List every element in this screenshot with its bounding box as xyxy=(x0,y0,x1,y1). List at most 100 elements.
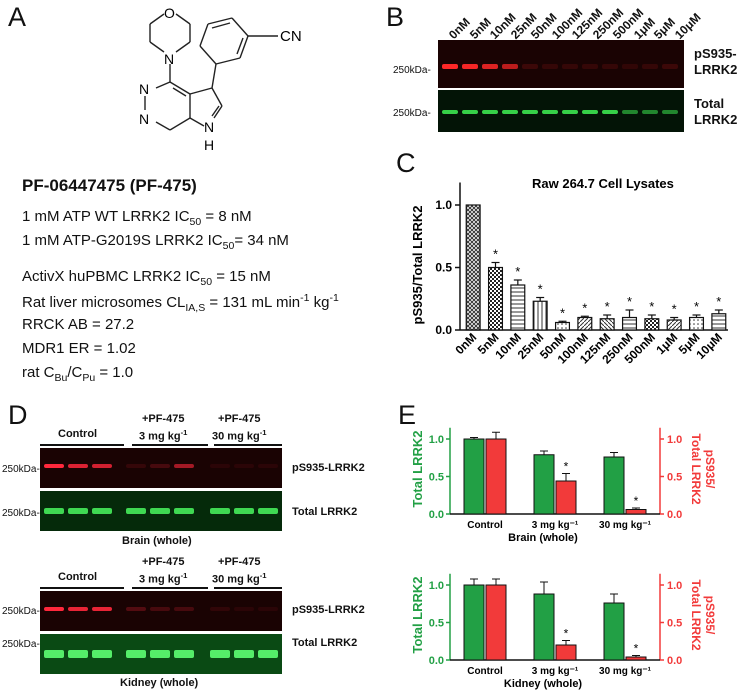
chart-e-xtick-label: 30 mg kg⁻¹ xyxy=(599,520,652,531)
band-b-green-2 xyxy=(482,110,498,114)
d-kidney-group2: +PF-475 3 mg kg-1 xyxy=(139,556,188,586)
band-d-brain-red-7 xyxy=(234,464,254,468)
chart-e-ytick-label-right: 0.0 xyxy=(667,509,682,521)
chart-e-bar xyxy=(463,438,485,515)
chart-c-sig: * xyxy=(515,264,520,279)
band-d-kidney-red-7 xyxy=(234,607,254,611)
d-brain-band2: Total LRRK2 xyxy=(292,506,358,518)
d-brain-line3 xyxy=(214,444,282,446)
chart-e-bar xyxy=(625,509,647,515)
atom-h: H xyxy=(204,137,214,153)
d-brain-group2: +PF-475 3 mg kg-1 xyxy=(139,413,188,443)
band-d-kidney-red-8 xyxy=(258,607,278,611)
d-kidney-line3 xyxy=(214,587,282,589)
chart-c-ytick-label: 0.5 xyxy=(435,261,452,275)
chart-c-bar xyxy=(599,318,615,331)
band-b-green-1 xyxy=(462,110,478,114)
lane-label-b-11: 10μM xyxy=(671,10,704,42)
d-kidney-marker2: 250kDa- xyxy=(2,639,40,650)
rrck: RRCK AB = 27.2 xyxy=(22,316,135,333)
chemical-structure: O N N N N H CN xyxy=(139,5,302,153)
band-d-brain-red-5 xyxy=(174,464,194,468)
d-brain-group1: Control xyxy=(58,428,98,440)
compound-name: PF-06447475 (PF-475) xyxy=(22,176,197,195)
chart-c-ylabel: pS935/Total LRRK2 xyxy=(410,206,425,325)
band-b-red-9 xyxy=(622,64,638,69)
d-kidney-band1: pS935-LRRK2 xyxy=(292,604,365,616)
band-b-red-5 xyxy=(542,64,558,69)
band-b-green-7 xyxy=(582,110,598,114)
d-kidney-group1: Control xyxy=(58,571,98,583)
chart-c-bar xyxy=(666,319,682,331)
chart-e-bar xyxy=(625,656,647,661)
chart-c-bar xyxy=(688,316,705,331)
chart-e-ylabel: Total LRRK2 xyxy=(410,430,425,507)
band-d-brain-green-1 xyxy=(68,508,88,514)
atom-n4: N xyxy=(204,119,214,135)
atom-o: O xyxy=(164,5,175,21)
band-d-brain-red-4 xyxy=(150,464,170,468)
band-d-brain-red-2 xyxy=(92,464,112,468)
ic50-wt: 1 mM ATP WT LRRK2 IC50 = 8 nM xyxy=(22,208,252,228)
d-kidney-line2 xyxy=(132,587,208,589)
d-kidney-line1 xyxy=(40,587,124,589)
band-b-red-4 xyxy=(522,64,538,69)
chart-e-bar xyxy=(533,454,555,515)
chart-e-xtick-label: Control xyxy=(467,666,503,677)
chart-e-y2label-2: Total LRRK2 xyxy=(689,433,703,504)
band-b-red-8 xyxy=(602,64,618,69)
clearance: Rat liver microsomes CLIA,S = 131 mL min… xyxy=(22,292,339,314)
chart-e-ytick-label-left: 0.0 xyxy=(429,509,444,521)
chart-e-xtick-label: 3 mg kg⁻¹ xyxy=(532,666,579,677)
d-kidney-band2: Total LRRK2 xyxy=(292,637,358,649)
chart-e-bar xyxy=(485,584,507,661)
chart-e-xtick-label: 30 mg kg⁻¹ xyxy=(599,666,652,677)
chart-e-y2label-2: Total LRRK2 xyxy=(689,579,703,650)
chart-c-sig: * xyxy=(560,305,565,320)
band-b-green-6 xyxy=(562,110,578,114)
chart-e-xlabel: Brain (whole) xyxy=(508,532,578,544)
nitrile-label: CN xyxy=(280,28,302,45)
chart-c-ytick-label: 0.0 xyxy=(435,323,452,337)
chart-c: Raw 264.7 Cell Lysates pS935/Total LRRK2 0… xyxy=(410,176,728,367)
panel-label-d: D xyxy=(8,400,28,430)
band-d-brain-red-3 xyxy=(126,464,146,468)
chart-e-ytick-label-right: 1.0 xyxy=(667,580,682,592)
chart-c-xtick-label: 1μM xyxy=(653,330,680,357)
chart-c-sig: * xyxy=(538,282,543,297)
chart-c-title: Raw 264.7 Cell Lysates xyxy=(532,176,674,191)
chart-c-sig: * xyxy=(672,302,677,317)
band-d-kidney-red-2 xyxy=(92,607,112,611)
d-brain-marker1: 250kDa- xyxy=(2,464,40,475)
band-b-green-0 xyxy=(442,110,458,114)
band-b-green-11 xyxy=(662,110,678,114)
d-brain-line2 xyxy=(132,444,208,446)
d-brain-marker2: 250kDa- xyxy=(2,508,40,519)
band-d-kidney-green-5 xyxy=(174,650,194,658)
chart-c-bar xyxy=(644,318,660,331)
chart-c-sig: * xyxy=(605,299,610,314)
blot-d-brain-ps935 xyxy=(40,448,282,488)
chart-e-ytick-label-left: 1.0 xyxy=(429,580,444,592)
chart-e-sig: * xyxy=(634,494,639,508)
chart-c-bar xyxy=(487,266,504,331)
chart-e-bar xyxy=(485,438,507,515)
chart-e-bar xyxy=(555,480,577,515)
band-b-green-3 xyxy=(502,110,518,114)
band-d-brain-green-4 xyxy=(150,508,170,514)
d-kidney-tissue: Kidney (whole) xyxy=(120,677,199,689)
chart-c-sig: * xyxy=(627,294,632,309)
chart-c-bar xyxy=(532,300,548,331)
band-d-brain-red-8 xyxy=(258,464,278,468)
d-brain-line1 xyxy=(40,444,124,446)
atom-n2: N xyxy=(139,81,149,97)
band-d-brain-green-2 xyxy=(92,508,112,514)
band-b-red-1 xyxy=(462,64,478,69)
band-d-kidney-green-1 xyxy=(68,650,88,658)
band-d-kidney-green-6 xyxy=(210,650,230,658)
chart-e-ylabel: Total LRRK2 xyxy=(410,576,425,653)
chart-e-xlabel: Kidney (whole) xyxy=(504,678,583,690)
chart-e-ytick-label-right: 0.5 xyxy=(667,618,682,630)
